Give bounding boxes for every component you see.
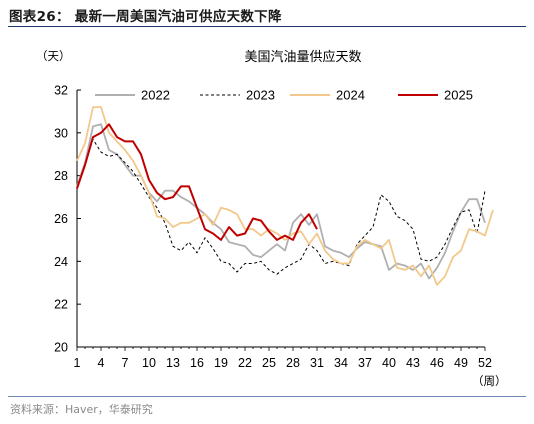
x-tick-label: 52 (478, 356, 492, 370)
y-tick-label: 32 (54, 84, 68, 98)
series-layer (76, 106, 494, 286)
y-tick-label: 24 (54, 255, 68, 269)
x-tick-label: 19 (214, 356, 228, 370)
x-tick-label: 40 (382, 356, 396, 370)
x-tick-label: 31 (310, 356, 324, 370)
source-note: 资料来源：Haver，华泰研究 (10, 403, 153, 416)
x-tick-label: 22 (238, 356, 252, 370)
x-tick-label: 10 (142, 356, 156, 370)
legend-label-2024: 2024 (336, 88, 365, 103)
x-tick-label: 7 (122, 356, 129, 370)
y-tick-label: 26 (54, 212, 68, 226)
x-tick-label: 4 (98, 356, 105, 370)
series-line-2022 (76, 123, 486, 280)
y-axis-unit: （天） (36, 49, 71, 63)
series-line-2024 (76, 106, 494, 286)
x-tick-label: 34 (334, 356, 348, 370)
legend: 2022 2023 2024 2025 (95, 88, 473, 103)
x-tick-label: 1 (74, 356, 81, 370)
legend-label-2025: 2025 (444, 88, 473, 103)
x-tick-label: 49 (454, 356, 468, 370)
x-tick-label: 13 (166, 356, 180, 370)
x-tick-label: 25 (262, 356, 276, 370)
y-tick-label: 22 (54, 298, 68, 312)
x-tick-label: 43 (406, 356, 420, 370)
source-rule (8, 396, 526, 397)
x-tick-label: 16 (190, 356, 204, 370)
x-tick-label: 28 (286, 356, 300, 370)
x-tick-label: 37 (358, 356, 372, 370)
figure-caption: 图表26： 最新一周美国汽油可供应天数下降 (9, 9, 282, 25)
x-tick-label: 46 (430, 356, 444, 370)
legend-label-2022: 2022 (141, 88, 170, 103)
chart-title: 美国汽油量供应天数 (244, 49, 361, 65)
caption-rule (8, 26, 526, 27)
y-tick-label: 20 (54, 341, 68, 355)
x-axis-unit: （周） (472, 374, 507, 388)
series-line-2023 (76, 138, 486, 275)
y-tick-label: 30 (54, 126, 68, 140)
legend-label-2023: 2023 (246, 88, 275, 103)
series-line-2025 (76, 123, 318, 241)
y-tick-label: 28 (54, 169, 68, 183)
